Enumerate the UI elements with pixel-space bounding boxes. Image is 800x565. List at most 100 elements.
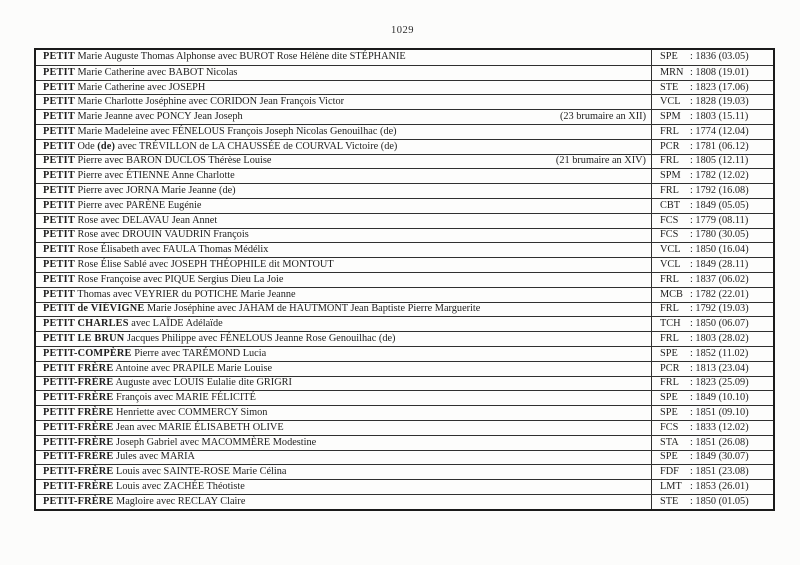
entry-detail: Jules avec MARIA xyxy=(113,451,195,463)
register-code: LMT xyxy=(660,481,682,493)
entry-name-cell: PETIT Marie Auguste Thomas Alphonse avec… xyxy=(36,50,651,64)
entry-reference-cell: VCL: 1850 (16.04) xyxy=(651,243,773,258)
table-row: PETIT Marie Jeanne avec PONCY Jean Josep… xyxy=(36,109,773,124)
entry-headword: PETIT xyxy=(43,229,75,241)
entry-headword: PETIT-FRÈRE xyxy=(43,377,114,389)
entry-name-cell: PETIT FRÈRE Henriette avec COMMERCY Simo… xyxy=(36,406,651,420)
year-and-date: : 1833 (12.02) xyxy=(690,421,749,433)
entry-reference-cell: VCL: 1849 (28.11) xyxy=(651,258,773,272)
register-code: PCR xyxy=(660,362,680,374)
register-code: FRL xyxy=(660,185,679,197)
entry-detail: Pierre avec BARON DUCLOS Thérèse Louise xyxy=(74,155,272,167)
entry-reference-cell: PCR: 1781 (06.12) xyxy=(651,139,773,154)
entry-name-cell: PETIT Rose Françoise avec PIQUE Sergius … xyxy=(36,273,651,287)
entry-detail: Jean avec MARIE ÉLISABETH OLIVE xyxy=(113,421,284,433)
table-row: PETIT-COMPÈRE Pierre avec TARÉMOND Lucia… xyxy=(36,345,773,361)
entry-reference-cell: FRL: 1803 (28.02) xyxy=(651,332,773,346)
entry-headword: PETIT xyxy=(43,244,75,256)
year-and-date: : 1774 (12.04) xyxy=(690,125,749,137)
year-and-date: : 1851 (23.08) xyxy=(690,466,749,478)
entry-headword: PETIT-FRÈRE xyxy=(43,451,114,463)
register-code: FRL xyxy=(660,273,679,285)
entry-headword: PETIT FRÈRE xyxy=(43,362,114,374)
table-row: PETIT Marie Madeleine avec FÉNELOUS Fran… xyxy=(36,123,773,139)
entry-detail: Marie Charlotte Joséphine avec CORIDON J… xyxy=(74,96,345,108)
register-code: SPE xyxy=(660,347,678,359)
entry-name-cell: PETIT Marie Charlotte Joséphine avec COR… xyxy=(36,95,651,109)
entry-headword: PETIT-FRÈRE xyxy=(43,481,114,493)
entry-name-cell: PETIT CHARLES avec LAÏDE Adélaïde xyxy=(36,317,651,331)
year-and-date: : 1779 (08.11) xyxy=(690,214,749,226)
entry-detail: Magloire avec RECLAY Claire xyxy=(113,495,246,507)
entry-headword: PETIT LE BRUN xyxy=(43,333,125,345)
entry-headword: PETIT xyxy=(43,199,75,211)
entry-detail: Marie Catherine avec BABOT Nicolas xyxy=(74,66,238,78)
entry-detail: Pierre avec PARÈNE Eugénie xyxy=(74,199,202,211)
entry-name-cell: PETIT FRÈRE Antoine avec PRAPILE Marie L… xyxy=(36,362,651,376)
register-code: VCL xyxy=(660,244,681,256)
entry-name-cell: PETIT Rose avec DELAVAU Jean Annet xyxy=(36,214,651,228)
entry-name-cell: PETIT-FRÈRE Louis avec ZACHÉE Théotiste xyxy=(36,480,651,494)
entry-name-cell: PETIT Ode (de) avec TRÉVILLON de LA CHAU… xyxy=(36,140,651,154)
entry-name-cell: PETIT Marie Jeanne avec PONCY Jean Josep… xyxy=(36,110,651,124)
year-and-date: : 1849 (10.10) xyxy=(690,392,749,404)
entry-headword: PETIT xyxy=(43,51,75,63)
entry-headword: PETIT de VIÉVIGNE xyxy=(43,303,145,315)
table-row: PETIT Rose Élise Sablé avec JOSEPH THÉOP… xyxy=(36,257,773,272)
year-and-date: : 1852 (11.02) xyxy=(690,347,749,359)
table-row: PETIT-FRÈRE Jules avec MARIA SPE: 1849 (… xyxy=(36,449,773,465)
register-code: SPM xyxy=(660,111,681,123)
entry-reference-cell: FRL: 1823 (25.09) xyxy=(651,376,773,391)
entry-name-cell: PETIT-FRÈRE Auguste avec LOUIS Eulalie d… xyxy=(36,376,651,390)
entry-detail: Pierre avec ÉTIENNE Anne Charlotte xyxy=(74,170,235,182)
entry-reference-cell: CBT : 1849 (05.05) xyxy=(651,198,773,213)
year-and-date: : 1792 (16.08) xyxy=(690,185,749,197)
entry-detail: Henriette avec COMMERCY Simon xyxy=(113,407,268,419)
entry-reference-cell: FDF : 1851 (23.08) xyxy=(651,465,773,480)
year-and-date: : 1851 (26.08) xyxy=(690,436,749,448)
entry-reference-cell: FRL : 1792 (16.08) xyxy=(651,184,773,198)
year-and-date: : 1780 (30.05) xyxy=(690,229,749,241)
year-and-date: : 1849 (28.11) xyxy=(690,259,749,271)
table-row: PETIT CHARLES avec LAÏDE Adélaïde TCH: 1… xyxy=(36,316,773,332)
entry-name-cell: PETIT Pierre avec PARÈNE Eugénie xyxy=(36,199,651,213)
entry-headword: PETIT-COMPÈRE xyxy=(43,347,132,359)
entry-headword: PETIT-FRÈRE xyxy=(43,495,114,507)
entry-reference-cell: MCB: 1782 (22.01) xyxy=(651,287,773,302)
entry-name-cell: PETIT-FRÈRE Joseph Gabriel avec MACOMMÈR… xyxy=(36,436,651,450)
entry-reference-cell: STE: 1850 (01.05) xyxy=(651,494,773,509)
register-code: FCS xyxy=(660,214,679,226)
entry-reference-cell: MRN: 1808 (19.01) xyxy=(651,65,773,80)
entry-name-cell: PETIT Rose avec DROUIN VAUDRIN François xyxy=(36,228,651,242)
entry-name-cell: PETIT Pierre avec BARON DUCLOS Thérèse L… xyxy=(36,154,651,168)
entry-name-cell: PETIT-FRÈRE Magloire avec RECLAY Claire xyxy=(36,495,651,509)
year-and-date: : 1808 (19.01) xyxy=(690,66,749,78)
entry-reference-cell: SPE: 1836 (03.05) xyxy=(651,50,773,65)
table-row: PETIT Marie Auguste Thomas Alphonse avec… xyxy=(36,50,773,65)
entry-detail: avec LAÏDE Adélaïde xyxy=(128,318,223,330)
entry-reference-cell: FCS : 1779 (08.11) xyxy=(651,213,773,228)
register-code: STE xyxy=(660,495,679,507)
table-row: PETIT Rose avec DELAVAU Jean Annet FCS : … xyxy=(36,212,773,228)
year-and-date: : 1828 (19.03) xyxy=(690,96,749,108)
entry-headword: PETIT xyxy=(43,155,75,167)
register-code: FRL xyxy=(660,303,679,315)
entry-reference-cell: SPE : 1852 (11.02) xyxy=(651,346,773,361)
entry-headword: PETIT-FRÈRE xyxy=(43,421,114,433)
register-code: PCR xyxy=(660,140,680,152)
table-row: PETIT FRÈRE Henriette avec COMMERCY Simo… xyxy=(36,405,773,420)
entry-name-cell: PETIT Marie Catherine avec JOSEPH xyxy=(36,81,651,95)
table-row: PETIT Pierre avec ÉTIENNE Anne Charlotte… xyxy=(36,168,773,184)
register-code: CBT xyxy=(660,199,681,211)
entry-name-cell: PETIT Marie Catherine avec BABOT Nicolas xyxy=(36,66,651,80)
entry-detail: Rose Françoise avec PIQUE Sergius Dieu L… xyxy=(74,273,284,285)
year-and-date: : 1849 (05.05) xyxy=(690,199,749,211)
register-code: FDF xyxy=(660,466,679,478)
table-row: PETIT-FRÈRE Jean avec MARIE ÉLISABETH OL… xyxy=(36,419,773,435)
entry-detail: Marie Madeleine avec FÉNELOUS François J… xyxy=(74,125,397,137)
entry-reference-cell: SPE: 1851 (09.10) xyxy=(651,406,773,420)
year-and-date: : 1803 (15.11) xyxy=(690,111,749,123)
entry-detail: Thomas avec VEYRIER du POTICHE Marie Jea… xyxy=(74,288,296,300)
entry-reference-cell: SPE: 1849 (10.10) xyxy=(651,391,773,406)
